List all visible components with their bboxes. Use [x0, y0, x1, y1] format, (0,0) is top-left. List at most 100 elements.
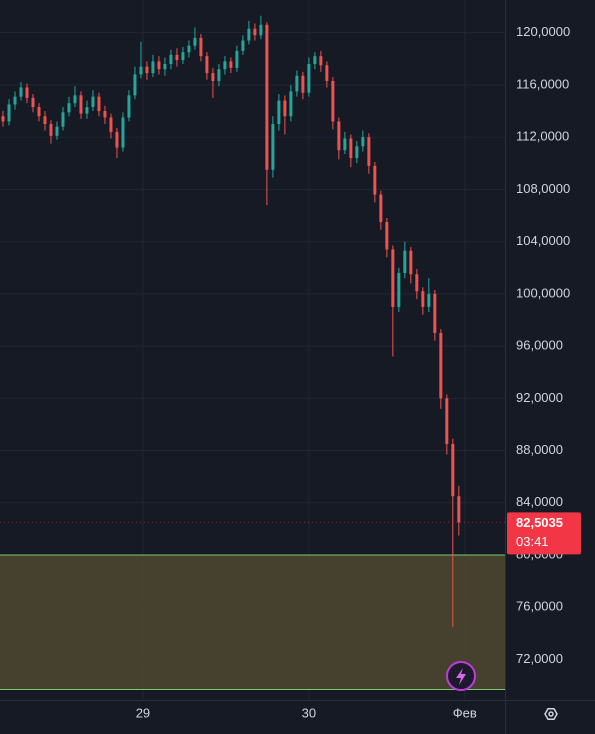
candle-body [367, 137, 371, 166]
candle-body [31, 97, 35, 108]
candle-body [181, 52, 185, 61]
candle-body [13, 96, 17, 105]
candle-body [217, 69, 221, 81]
candle-body [313, 56, 317, 64]
candle-body [289, 91, 293, 117]
candle-body [145, 66, 149, 74]
candle-body [1, 116, 5, 122]
candle-body [97, 96, 101, 112]
candle-body [175, 54, 179, 61]
candle-body [79, 95, 83, 114]
y-tick-label: 72,0000 [516, 651, 563, 666]
candle-body [85, 107, 89, 114]
candle-body [61, 112, 65, 127]
candle-body [241, 40, 245, 51]
candle-body [403, 250, 407, 273]
candle-body [325, 65, 329, 81]
candle-body [421, 291, 425, 307]
candle-body [385, 222, 389, 250]
candle-body [415, 274, 419, 292]
candle-body [433, 293, 437, 334]
last-price-badge [507, 512, 581, 555]
candle-body [445, 398, 449, 445]
countdown: 03:41 [516, 534, 549, 549]
candle-body [91, 96, 95, 108]
candle-body [349, 138, 353, 159]
candle-body [229, 61, 233, 68]
y-tick-label: 84,0000 [516, 494, 563, 509]
candle-body [409, 250, 413, 275]
candle-body [271, 124, 275, 170]
candle-body [457, 496, 461, 523]
candle-body [193, 37, 197, 46]
settings-icon[interactable] [544, 708, 558, 720]
candle-body [277, 100, 281, 125]
candle-body [55, 126, 59, 136]
candle-body [73, 95, 77, 104]
y-tick-label: 88,0000 [516, 442, 563, 457]
candle-body [373, 165, 377, 195]
candle-body [223, 61, 227, 70]
candle-body [361, 137, 365, 147]
candle-body [439, 333, 443, 399]
candle-body [307, 63, 311, 93]
x-tick-label: 29 [136, 705, 150, 720]
x-tick-label: Фев [453, 705, 477, 720]
candle-body [139, 66, 143, 75]
candle-body [355, 146, 359, 159]
candle-body [163, 63, 167, 70]
candle-body [397, 272, 401, 307]
candle-body [265, 24, 269, 170]
y-tick-label: 116,0000 [516, 76, 569, 91]
candle-body [109, 117, 113, 132]
y-tick-label: 112,0000 [516, 129, 569, 144]
candle-body [151, 61, 155, 74]
zone [0, 555, 505, 690]
candle-body [67, 103, 71, 113]
candle-body [169, 54, 173, 64]
last-price-label: 82,5035 [516, 515, 563, 530]
candle-body [319, 56, 323, 66]
candle-body [379, 194, 383, 223]
candle-body [127, 95, 131, 118]
candle-body [187, 45, 191, 53]
candle-body [235, 50, 239, 68]
candle-body [43, 116, 47, 125]
y-tick-label: 108,0000 [516, 181, 570, 196]
alert-icon[interactable] [446, 661, 476, 691]
candle-body [157, 61, 161, 70]
candle-body [211, 73, 215, 81]
candle-body [205, 56, 209, 74]
candle-body [391, 249, 395, 307]
y-tick-label: 104,0000 [516, 233, 570, 248]
candle-body [331, 80, 335, 122]
candle-body [133, 74, 137, 96]
candle-body [253, 28, 257, 36]
candle-body [25, 87, 29, 98]
candle-body [103, 111, 107, 118]
settings-dot [548, 711, 554, 717]
x-tick-label: 30 [302, 705, 316, 720]
candle-body [115, 131, 119, 148]
candle-body [337, 121, 341, 151]
candle-body [301, 75, 305, 93]
y-tick-label: 96,0000 [516, 338, 563, 353]
candle-body [259, 24, 263, 36]
y-tick-label: 76,0000 [516, 599, 563, 614]
candle-body [295, 75, 299, 92]
candle-body [121, 117, 125, 148]
candle-body [247, 28, 251, 41]
candle-body [19, 87, 23, 97]
settings-hexagon [544, 708, 558, 720]
candle-body [343, 138, 347, 151]
candle-body [283, 100, 287, 117]
y-tick-label: 92,0000 [516, 390, 563, 405]
candle-body [37, 107, 41, 117]
y-tick-label: 100,0000 [516, 285, 570, 300]
candle-body [451, 444, 455, 497]
candle-body [49, 124, 53, 136]
alert-bolt [456, 668, 466, 685]
candle-body [199, 37, 203, 57]
candle-body [427, 293, 431, 307]
